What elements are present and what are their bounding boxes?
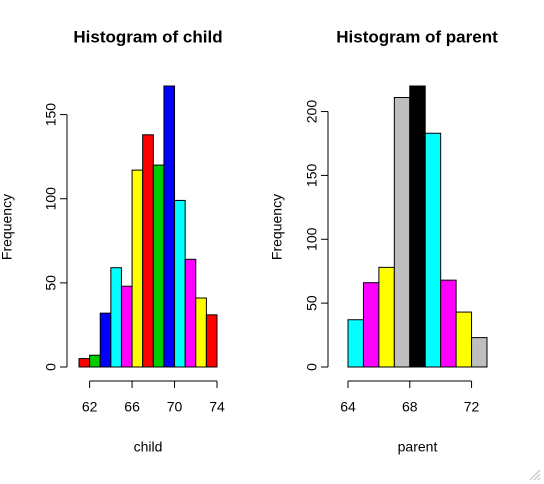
bar [205,314,218,368]
y-tick-label: 200 [304,100,320,124]
y-tick-label: 150 [43,103,59,127]
chart-title: Histogram of child [73,27,222,46]
y-axis-label: Frequency [269,194,285,260]
bar [424,132,442,368]
x-tick-label: 66 [124,399,140,415]
bar [89,354,101,368]
x-tick-label: 64 [340,399,356,415]
resize-grip [529,469,541,481]
bar [174,199,186,368]
y-tick-label: 50 [304,295,320,311]
x-tick-label: 70 [167,399,183,415]
bar [78,358,91,368]
bar [195,297,207,368]
bar [131,169,144,368]
bar [120,285,133,368]
y-tick-label: 0 [43,363,59,371]
x-axis-label: child [134,439,163,455]
bar [163,85,176,368]
bar [471,337,488,368]
bar [347,319,364,368]
x-tick-label: 68 [402,399,418,415]
chart-title: Histogram of parent [336,27,498,46]
bar [362,282,380,368]
bar [378,266,395,368]
x-tick-label: 72 [464,399,480,415]
bar [142,134,154,368]
y-tick-label: 150 [304,164,320,188]
y-axis-label: Frequency [0,194,15,260]
bar [455,311,473,368]
x-axis-label: parent [398,439,438,455]
y-tick-label: 100 [304,227,320,251]
y-tick-label: 100 [43,187,59,211]
x-tick-label: 62 [82,399,98,415]
bar [393,96,411,368]
y-tick-label: 50 [43,275,59,291]
x-tick-label: 74 [209,399,225,415]
bar [152,164,165,368]
bar [409,85,426,368]
bar [99,312,112,368]
bar [440,279,457,368]
bar [110,267,122,368]
y-tick-label: 0 [304,363,320,371]
bar [184,258,197,368]
